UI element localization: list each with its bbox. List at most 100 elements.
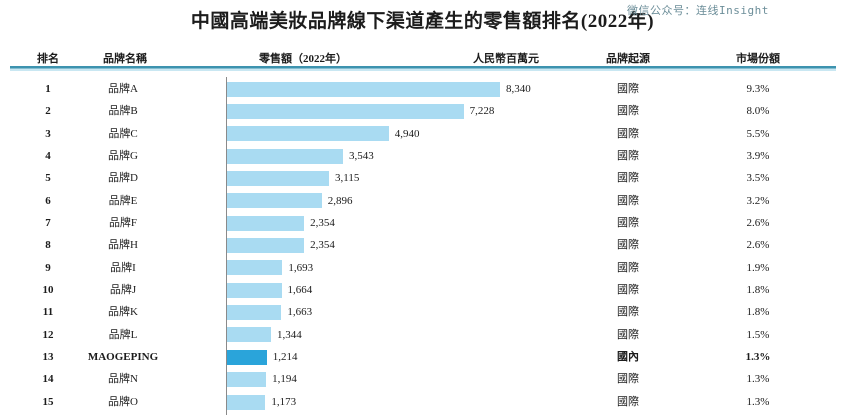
origin-cell: 國際 (617, 217, 639, 230)
brand-cell: 品牌O (108, 395, 138, 408)
rank-cell: 7 (45, 217, 51, 230)
brand-cell: 品牌A (108, 83, 138, 95)
rank-cell: 4 (45, 150, 51, 163)
brand-cell: 品牌B (108, 105, 138, 118)
header-brand: 品牌名稱 (103, 53, 147, 65)
header-unit: 人民幣百萬元 (473, 53, 539, 65)
origin-cell: 國際 (617, 83, 639, 95)
value-bar (227, 282, 282, 298)
rank-cell: 15 (42, 395, 54, 408)
rank-cell: 5 (45, 172, 51, 185)
table-row: 9 品牌I 1,693 國際 1.9% (0, 257, 845, 279)
table-row: 10 品牌J 1,664 國際 1.8% (0, 279, 845, 301)
table-row: 3 品牌C 4,940 國際 5.5% (0, 123, 845, 145)
table-row: 1 品牌A 8,340 國際 9.3% (0, 78, 845, 100)
table-row: 12 品牌L 1,344 國際 1.5% (0, 324, 845, 346)
value-bar (227, 193, 322, 209)
brand-cell: 品牌J (109, 284, 137, 297)
value-label: 2,896 (327, 194, 353, 207)
table-row: 7 品牌F 2,354 國際 2.6% (0, 212, 845, 234)
table-row: 5 品牌D 3,115 國際 3.5% (0, 167, 845, 189)
value-bar (227, 171, 329, 187)
value-label: 2,354 (310, 217, 335, 230)
share-cell: 2.6% (746, 239, 770, 252)
rank-cell: 9 (45, 261, 51, 274)
brand-cell: 品牌I (110, 261, 136, 274)
value-label: 4,940 (394, 127, 420, 140)
origin-cell: 國際 (617, 261, 639, 274)
brand-cell: 品牌F (108, 217, 138, 230)
value-label: 1,693 (288, 261, 314, 274)
value-label: 1,663 (287, 306, 313, 319)
share-cell: 1.9% (746, 261, 770, 274)
header-share: 市場份額 (736, 53, 780, 65)
chart-title: 中國高端美妝品牌線下渠道產生的零售額排名(2022年) (190, 11, 655, 32)
origin-cell: 國際 (617, 328, 639, 341)
rank-cell: 12 (42, 328, 54, 341)
value-bar (227, 394, 266, 410)
share-cell: 2.6% (746, 217, 770, 230)
value-label: 8,340 (506, 83, 531, 95)
value-label: 1,214 (272, 351, 298, 364)
value-bar (227, 238, 305, 254)
share-cell: 1.8% (746, 306, 770, 319)
brand-cell: 品牌E (108, 194, 138, 207)
axis-line (226, 77, 227, 415)
value-label: 1,664 (287, 284, 313, 297)
brand-cell: 品牌G (108, 150, 138, 163)
value-label: 2,354 (310, 239, 335, 252)
value-bar (227, 349, 267, 365)
share-cell: 1.3% (746, 373, 770, 386)
share-cell: 3.9% (746, 150, 770, 163)
value-label: 1,344 (277, 328, 302, 341)
value-bar (227, 81, 500, 97)
header-rank: 排名 (37, 53, 59, 65)
origin-cell: 國際 (617, 306, 639, 319)
origin-cell: 國際 (617, 395, 639, 408)
rank-cell: 10 (42, 284, 54, 297)
origin-cell: 國內 (617, 351, 639, 364)
value-bar (227, 327, 271, 343)
value-label: 3,543 (349, 150, 374, 163)
table-row: 4 品牌G 3,543 國際 3.9% (0, 145, 845, 167)
value-bar (227, 215, 305, 231)
brand-cell: 品牌C (108, 127, 138, 140)
value-bar (227, 260, 283, 276)
rank-cell: 11 (42, 306, 54, 319)
value-bar (227, 104, 464, 120)
header-divider (10, 66, 836, 71)
share-cell: 8.0% (746, 105, 770, 118)
share-cell: 5.5% (746, 127, 770, 140)
value-bar (227, 372, 267, 388)
origin-cell: 國際 (617, 239, 639, 252)
brand-cell: MAOGEPING (87, 351, 159, 364)
header-origin: 品牌起源 (606, 53, 650, 65)
table-row: 2 品牌B 7,228 國際 8.0% (0, 100, 845, 122)
brand-cell: 品牌H (108, 239, 138, 252)
share-cell: 9.3% (746, 83, 770, 95)
rank-cell: 3 (45, 127, 51, 140)
brand-cell: 品牌N (108, 373, 138, 386)
table-row: 14 品牌N 1,194 國際 1.3% (0, 368, 845, 390)
brand-cell: 品牌L (108, 328, 138, 341)
share-cell: 3.5% (746, 172, 770, 185)
value-label: 7,228 (469, 105, 495, 118)
value-bar (227, 148, 343, 164)
share-cell: 1.5% (746, 328, 770, 341)
brand-cell: 品牌K (108, 306, 138, 319)
origin-cell: 國際 (617, 194, 639, 207)
table-row: 15 品牌O 1,173 國際 1.3% (0, 391, 845, 413)
origin-cell: 國際 (617, 172, 639, 185)
table-row: 13 MAOGEPING 1,214 國內 1.3% (0, 346, 845, 368)
table-row: 6 品牌E 2,896 國際 3.2% (0, 190, 845, 212)
origin-cell: 國際 (617, 284, 639, 297)
header-sales: 零售額（2022年） (259, 53, 347, 65)
value-label: 1,173 (271, 395, 297, 408)
value-bar (227, 305, 282, 321)
value-bar (227, 126, 389, 142)
rank-cell: 14 (42, 373, 54, 386)
watermark: 微信公众号：连线Insight (627, 4, 769, 17)
table-row: 11 品牌K 1,663 國際 1.8% (0, 301, 845, 323)
origin-cell: 國際 (617, 127, 639, 140)
